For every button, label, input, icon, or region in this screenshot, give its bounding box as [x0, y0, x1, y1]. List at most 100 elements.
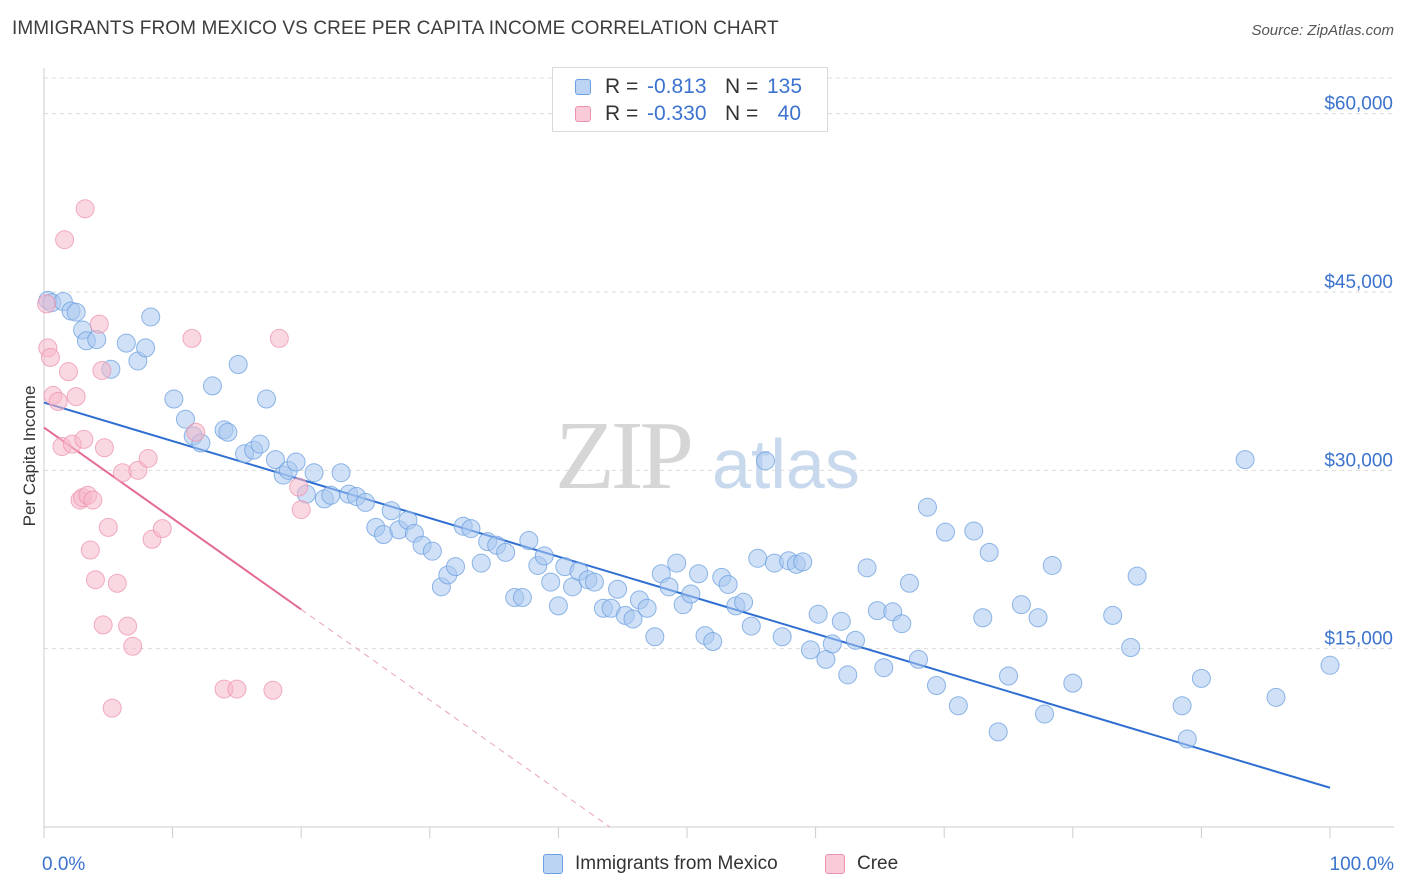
y-tick-label: $60,000 [1324, 94, 1393, 115]
y-tick-label: $15,000 [1324, 629, 1393, 650]
cree-point [186, 422, 206, 442]
mexico-point [548, 596, 568, 616]
n-label: N = [725, 75, 759, 98]
mexico-point [741, 616, 761, 636]
mexico-point [681, 584, 701, 604]
mexico-point [1191, 668, 1211, 688]
cree-point [291, 500, 311, 520]
mexico-point [584, 572, 604, 592]
cree-point [227, 679, 247, 699]
legend-swatch-mexico [575, 79, 591, 95]
mexico-point [512, 588, 532, 608]
cree-point [102, 698, 122, 718]
mexico-point [667, 553, 687, 573]
mexico-point [734, 592, 754, 612]
mexico-point [471, 553, 491, 573]
series-legend-mexico: Immigrants from Mexico [543, 850, 778, 878]
mexico-point [874, 658, 894, 678]
cree-point [93, 615, 113, 635]
mexico-point [1028, 608, 1048, 628]
legend-swatch-cree [575, 106, 591, 122]
mexico-point [999, 666, 1018, 686]
mexico-point [948, 696, 968, 716]
r-label: R = [605, 102, 639, 125]
mexico-point [1042, 555, 1062, 575]
mexico-point [541, 572, 561, 592]
cree-point [138, 448, 158, 468]
mexico-point [772, 627, 792, 647]
cree-point [289, 477, 309, 497]
mexico-point [838, 665, 858, 685]
cree-point [80, 540, 100, 560]
chart-source: Source: ZipAtlas.com [1251, 22, 1394, 39]
n-value: 135 [767, 75, 803, 98]
cree-point [37, 294, 57, 314]
mexico-point [321, 485, 341, 505]
r-value: -0.330 [647, 102, 707, 125]
mexico-point [718, 574, 738, 594]
r-label: R = [605, 75, 639, 98]
mexico-point [988, 722, 1008, 742]
mexico-point [202, 376, 222, 396]
mexico-point [800, 640, 820, 660]
mexico-point [381, 501, 401, 521]
cree-point [269, 328, 289, 348]
watermark-atlas: atlas [712, 425, 860, 503]
mexico-point [659, 577, 679, 597]
mexico-point [979, 542, 999, 562]
axes [43, 68, 1394, 838]
mexico-point [175, 409, 195, 429]
mexico-point [973, 608, 993, 628]
mexico-point [461, 519, 481, 539]
mexico-point [1121, 637, 1141, 657]
mexico-point [66, 302, 86, 322]
mexico-point [793, 552, 813, 572]
cree-point [182, 328, 202, 348]
mexico-point [964, 521, 984, 541]
series-swatch-cree [825, 854, 845, 874]
series-label-cree: Cree [857, 853, 899, 874]
mexico-point [831, 611, 851, 631]
cree-point [263, 680, 283, 700]
mexico-point [164, 389, 184, 409]
cree-point [123, 636, 143, 656]
cree-point [107, 573, 127, 593]
mexico-point [808, 604, 828, 624]
cree-point [48, 391, 68, 411]
mexico-point [623, 609, 643, 629]
mexico-point [356, 492, 375, 512]
mexico-point [755, 451, 775, 471]
correlation-legend: R = -0.813 N = 135 R = -0.330 N = 40 [552, 67, 828, 132]
mexico-point [908, 649, 928, 669]
mexico-point [1266, 687, 1286, 707]
mexico-point [136, 338, 156, 358]
mexico-point [286, 452, 306, 472]
cree-point [85, 570, 105, 590]
mexico-point [689, 564, 709, 584]
cree-point [75, 199, 95, 219]
r-value: -0.813 [647, 75, 707, 98]
mexico-point [265, 450, 285, 470]
mexico-point [845, 630, 865, 650]
watermark: ZIP atlas [555, 402, 860, 510]
n-label: N = [725, 102, 759, 125]
cree-point [40, 347, 60, 367]
n-value: 40 [777, 102, 801, 125]
mexico-point [926, 676, 946, 696]
mexico-point [822, 634, 842, 654]
mexico-point [519, 530, 539, 550]
legend-row-cree: R = -0.330 N = 40 [575, 101, 801, 127]
mexico-point [446, 557, 466, 577]
legend-row-mexico: R = -0.813 N = 135 [575, 74, 803, 100]
mexico-point [1320, 655, 1340, 675]
series-swatch-mexico [543, 854, 563, 874]
cree-trend-line [43, 426, 302, 611]
mexico-point [228, 355, 248, 375]
mexico-point [1172, 696, 1192, 716]
mexico-point [1063, 673, 1083, 693]
series-label-mexico: Immigrants from Mexico [575, 853, 778, 874]
mexico-point [141, 307, 161, 327]
mexico-point [1103, 605, 1123, 625]
mexico-point [608, 579, 628, 599]
